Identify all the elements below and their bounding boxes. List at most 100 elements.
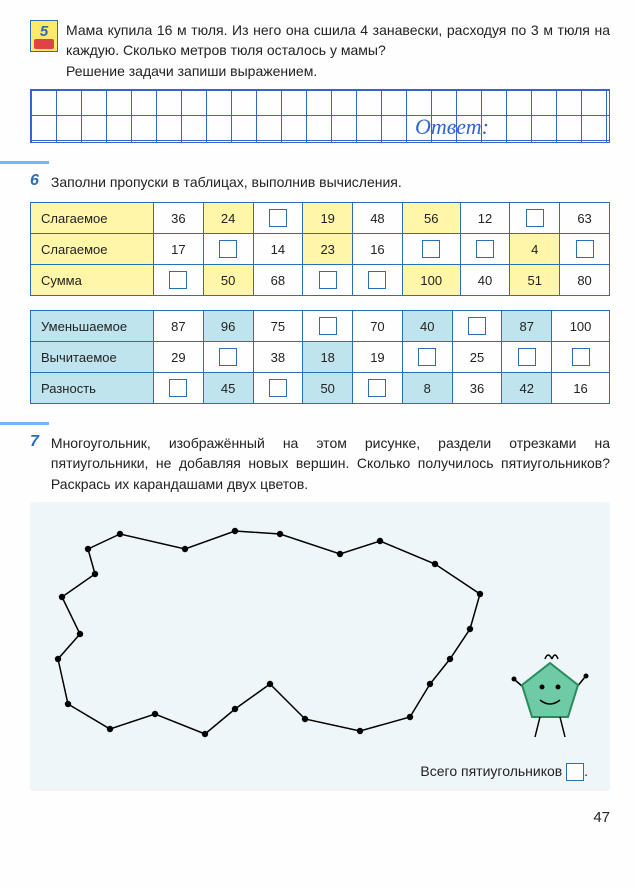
blank-cell[interactable]: [368, 271, 386, 289]
blank-cell[interactable]: [319, 317, 337, 335]
table-cell: [303, 311, 353, 342]
blank-cell[interactable]: [468, 317, 486, 335]
table-cell: 56: [402, 203, 460, 234]
task-5-line2: Решение задачи запиши выражением.: [66, 61, 610, 81]
table-cell: [510, 203, 560, 234]
row-label: Сумма: [31, 265, 154, 296]
task-5-text: Мама купила 16 м тюля. Из него она сшила…: [66, 20, 610, 61]
table-cell: 16: [552, 373, 610, 404]
blank-cell[interactable]: [319, 271, 337, 289]
table-cell: 68: [253, 265, 303, 296]
table-cell: [203, 342, 253, 373]
table-cell: 87: [502, 311, 552, 342]
table-cell: 8: [402, 373, 452, 404]
row-label: Слагаемое: [31, 203, 154, 234]
blank-cell[interactable]: [368, 379, 386, 397]
table-cell: 19: [303, 203, 353, 234]
blank-cell[interactable]: [269, 379, 287, 397]
task-6-num: 6: [30, 172, 39, 190]
table-cell: [253, 203, 303, 234]
blank-cell[interactable]: [418, 348, 436, 366]
table-cell: 50: [303, 373, 353, 404]
polygon-area: Всего пятиугольников .: [30, 502, 610, 791]
table-cell: 24: [203, 203, 253, 234]
task-7: 7 Многоугольник, изображённый на этом ри…: [30, 433, 610, 791]
blank-cell[interactable]: [169, 379, 187, 397]
pentagon-character: [510, 645, 590, 743]
table-cell: 80: [560, 265, 610, 296]
bottom-label: Всего пятиугольников: [420, 763, 562, 779]
blank-cell[interactable]: [422, 240, 440, 258]
table-cell: [402, 234, 460, 265]
table-cell: [552, 342, 610, 373]
row-label: Вычитаемое: [31, 342, 154, 373]
table-cell: [402, 342, 452, 373]
table-cell: 18: [303, 342, 353, 373]
answer-label: Ответ:: [415, 114, 489, 140]
blank-cell[interactable]: [169, 271, 187, 289]
separator: [0, 161, 610, 164]
blank-cell[interactable]: [219, 240, 237, 258]
task-7-num: 7: [30, 433, 39, 451]
row-label: Слагаемое: [31, 234, 154, 265]
table-cell: [253, 373, 303, 404]
table-cell: 40: [460, 265, 510, 296]
blank-cell[interactable]: [526, 209, 544, 227]
blank-cell[interactable]: [476, 240, 494, 258]
blank-cell[interactable]: [576, 240, 594, 258]
table-cell: 51: [510, 265, 560, 296]
table-cell: 96: [203, 311, 253, 342]
row-label: Разность: [31, 373, 154, 404]
table-cell: 75: [253, 311, 303, 342]
table-cell: 70: [353, 311, 403, 342]
table-cell: 19: [353, 342, 403, 373]
table-cell: [154, 373, 204, 404]
table-cell: 40: [402, 311, 452, 342]
page-number: 47: [30, 809, 610, 826]
blank-cell[interactable]: [219, 348, 237, 366]
addition-table: Слагаемое3624 19485612 63 Слагаемое17 142316…: [30, 202, 610, 296]
polygon-bottom-text: Всего пятиугольников .: [40, 757, 600, 781]
table-cell: 48: [353, 203, 403, 234]
table-cell: 87: [154, 311, 204, 342]
task-5-badge: 5: [30, 20, 58, 52]
table-cell: 36: [452, 373, 502, 404]
table-cell: [460, 234, 510, 265]
table-cell: 25: [452, 342, 502, 373]
table-cell: 42: [502, 373, 552, 404]
table-cell: [154, 265, 204, 296]
task-7-text: Многоугольник, изображённый на этом рису…: [51, 433, 610, 494]
table-cell: 23: [303, 234, 353, 265]
blank-cell[interactable]: [572, 348, 590, 366]
table-cell: 17: [154, 234, 204, 265]
subtraction-table: Уменьшаемое879675704087100Вычитаемое2938…: [30, 310, 610, 404]
table-cell: 29: [154, 342, 204, 373]
table-cell: 36: [154, 203, 204, 234]
table-cell: [560, 234, 610, 265]
table-cell: [203, 234, 253, 265]
task-5: 5 Мама купила 16 м тюля. Из него она сши…: [30, 20, 610, 143]
table-cell: 45: [203, 373, 253, 404]
answer-grid[interactable]: Ответ:: [30, 89, 610, 143]
answer-blank[interactable]: [566, 763, 584, 781]
table-cell: 50: [203, 265, 253, 296]
separator: [0, 422, 610, 425]
table-cell: 4: [510, 234, 560, 265]
task-6: 6 Заполни пропуски в таблицах, выполнив …: [30, 172, 610, 404]
table-cell: 14: [253, 234, 303, 265]
table-cell: 12: [460, 203, 510, 234]
table-cell: [452, 311, 502, 342]
table-cell: 100: [552, 311, 610, 342]
blank-cell[interactable]: [518, 348, 536, 366]
row-label: Уменьшаемое: [31, 311, 154, 342]
table-cell: 16: [353, 234, 403, 265]
table-cell: 63: [560, 203, 610, 234]
table-cell: [502, 342, 552, 373]
task-6-text: Заполни пропуски в таблицах, выполнив вы…: [51, 172, 402, 192]
table-cell: 100: [402, 265, 460, 296]
table-cell: [353, 373, 403, 404]
table-cell: [353, 265, 403, 296]
table-cell: 38: [253, 342, 303, 373]
table-cell: [303, 265, 353, 296]
blank-cell[interactable]: [269, 209, 287, 227]
